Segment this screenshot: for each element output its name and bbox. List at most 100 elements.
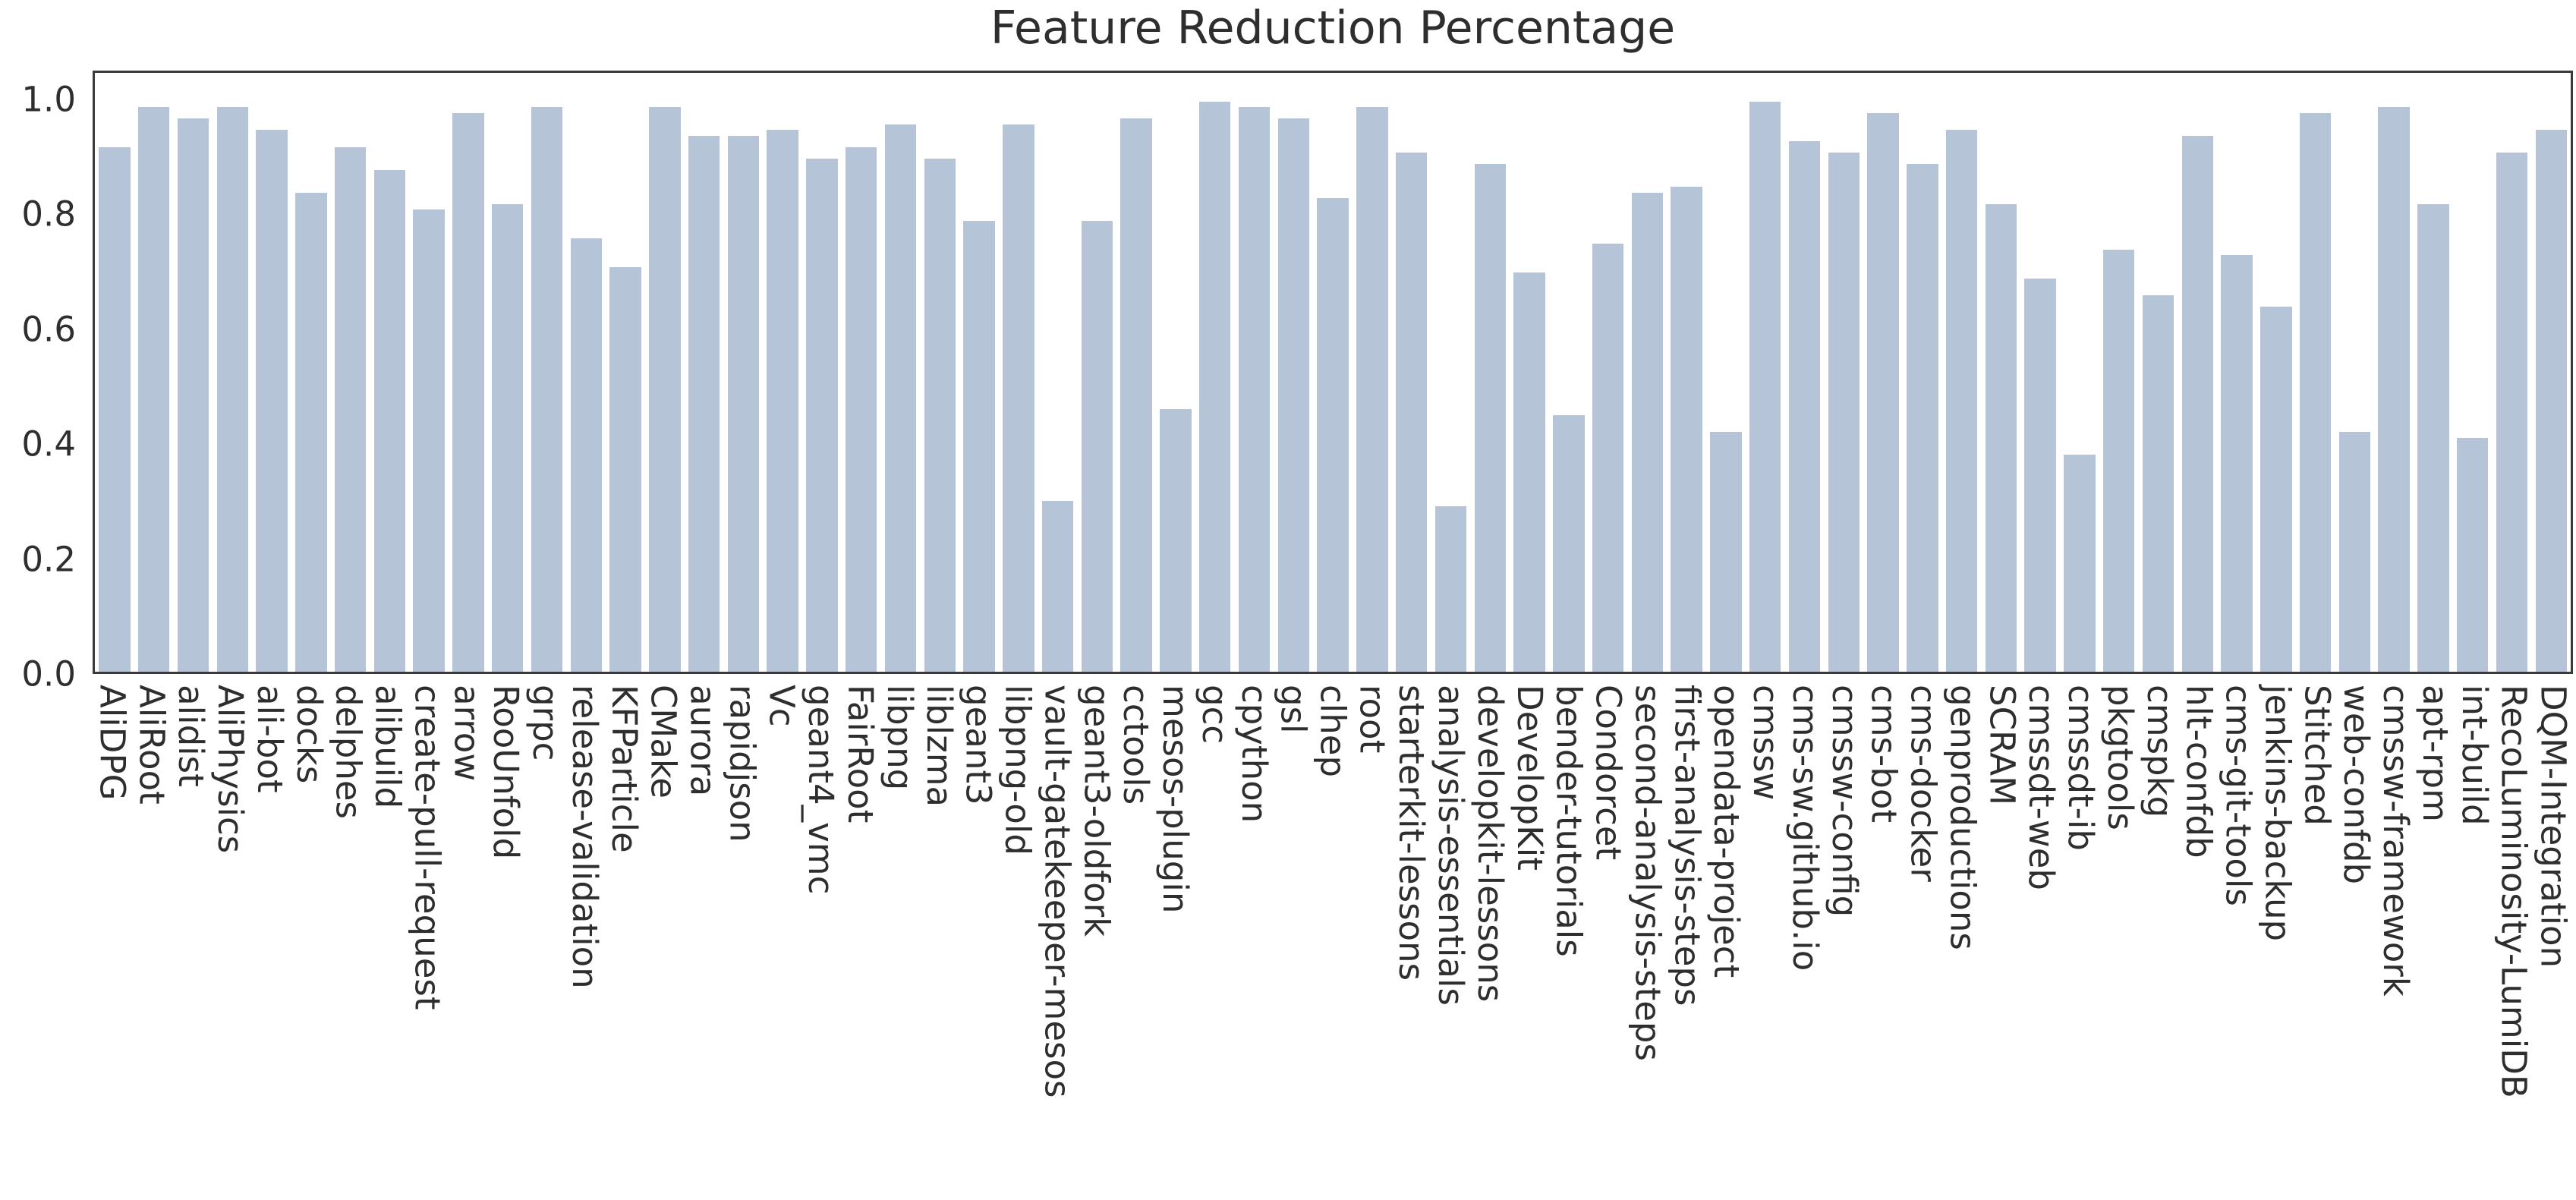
x-tick-label-cmssdt-web: cmssdt-web bbox=[2021, 685, 2062, 890]
bar-slot bbox=[2139, 73, 2178, 672]
bar-cms-git-tools bbox=[2221, 255, 2253, 672]
x-tick-label-cms-docker: cms-docker bbox=[1903, 685, 1944, 882]
bar-slot bbox=[291, 73, 331, 672]
x-tick-label-FairRoot: FairRoot bbox=[840, 685, 881, 824]
bar-developkit-lessons bbox=[1474, 164, 1506, 672]
bar-slot bbox=[409, 73, 449, 672]
x-tick-label-starterkit-lessons: starterkit-lessons bbox=[1391, 685, 1432, 981]
bar-grpc bbox=[531, 107, 563, 672]
bar-cpython bbox=[1238, 107, 1271, 672]
chart-title: Feature Reduction Percentage bbox=[990, 2, 1676, 55]
x-tick-label-alidist: alidist bbox=[171, 685, 212, 787]
x-tick-label-aurora: aurora bbox=[682, 685, 723, 797]
bar-slot bbox=[2414, 73, 2453, 672]
bar-slot bbox=[1903, 73, 1942, 672]
bar-slot bbox=[606, 73, 645, 672]
x-tick-label-grpc: grpc bbox=[525, 685, 566, 761]
x-tick-label-geant3: geant3 bbox=[958, 685, 999, 805]
x-tick-label-cmspkg: cmspkg bbox=[2139, 685, 2180, 818]
bar-cmssdt-ib bbox=[2064, 455, 2096, 672]
bar-geant3 bbox=[963, 221, 995, 672]
bar-apt-rpm bbox=[2417, 203, 2449, 672]
bar-second-analysis-steps bbox=[1631, 192, 1664, 672]
bar-slot bbox=[527, 73, 567, 672]
x-tick-label-pkgtools: pkgtools bbox=[2099, 685, 2140, 830]
x-tick-label-developkit-lessons: developkit-lessons bbox=[1469, 685, 1510, 1003]
bar-gsl bbox=[1277, 118, 1310, 672]
bar-cmssw bbox=[1749, 101, 1781, 672]
x-tick-label-SCRAM: SCRAM bbox=[1982, 685, 2023, 806]
bar-geant3-oldfork bbox=[1081, 221, 1113, 672]
x-tick-label-genproductions: genproductions bbox=[1942, 685, 1983, 950]
bar-slot bbox=[1470, 73, 1510, 672]
bar-slot bbox=[566, 73, 606, 672]
bar-slot bbox=[1235, 73, 1274, 672]
x-tick-label-first-analysis-steps: first-analysis-steps bbox=[1667, 685, 1708, 1006]
bar-cctools bbox=[1120, 118, 1152, 672]
x-tick-label-create-pull-request: create-pull-request bbox=[407, 685, 448, 1010]
bar-slot bbox=[1982, 73, 2021, 672]
bar-alidist bbox=[177, 118, 209, 672]
x-tick-label-int-build: int-build bbox=[2454, 685, 2495, 826]
bar-slot bbox=[2453, 73, 2493, 672]
bar-Condorcet bbox=[1592, 244, 1624, 672]
x-tick-label-hlt-confdb: hlt-confdb bbox=[2178, 685, 2219, 858]
x-tick-label-cmssw: cmssw bbox=[1746, 685, 1787, 801]
bar-int-build bbox=[2457, 437, 2489, 672]
bar-create-pull-request bbox=[413, 209, 445, 672]
bar-slot bbox=[763, 73, 802, 672]
x-tick-label-cmssdt-ib: cmssdt-ib bbox=[2061, 685, 2102, 851]
bar-rapidjson bbox=[727, 135, 760, 672]
bar-CMake bbox=[649, 107, 681, 672]
bar-KFParticle bbox=[609, 266, 641, 672]
bar-slot bbox=[1353, 73, 1392, 672]
bar-slot bbox=[645, 73, 685, 672]
bar-slot bbox=[95, 73, 134, 672]
bar-slot bbox=[2493, 73, 2532, 672]
x-tick-label-libpng-old: libpng-old bbox=[997, 685, 1038, 855]
x-tick-label-cms-git-tools: cms-git-tools bbox=[2218, 685, 2259, 906]
x-tick-label-apt-rpm: apt-rpm bbox=[2414, 685, 2455, 822]
bar-DevelopKit bbox=[1513, 272, 1545, 672]
bar-bender-tutorials bbox=[1553, 414, 1585, 672]
x-tick-label-mesos-plugin: mesos-plugin bbox=[1155, 685, 1195, 914]
bar-release-validation bbox=[570, 238, 602, 672]
bar-slot bbox=[2335, 73, 2375, 672]
x-tick-label-libpng: libpng bbox=[879, 685, 920, 791]
x-tick-label-release-validation: release-validation bbox=[564, 685, 605, 989]
x-tick-label-analysis-essentials: analysis-essentials bbox=[1431, 685, 1472, 1006]
x-tick-label-ali-bot: ali-bot bbox=[249, 685, 290, 793]
bar-slot bbox=[1510, 73, 1549, 672]
bar-opendata-project bbox=[1710, 432, 1742, 672]
bar-slot bbox=[1038, 73, 1078, 672]
y-tick-label: 0.8 bbox=[21, 194, 76, 235]
x-tick-label-geant4_vmc: geant4_vmc bbox=[801, 685, 842, 895]
x-tick-label-root: root bbox=[1352, 685, 1393, 754]
bar-delphes bbox=[334, 146, 367, 672]
bar-cms-docker bbox=[1907, 164, 1938, 672]
bar-slot bbox=[1431, 73, 1471, 672]
bar-slot bbox=[1078, 73, 1117, 672]
x-tick-label-AliDPG: AliDPG bbox=[92, 685, 133, 801]
bar-root bbox=[1356, 107, 1388, 672]
bar-slot bbox=[724, 73, 764, 672]
y-tick-label: 0.2 bbox=[21, 539, 76, 580]
bar-cmssw-framework bbox=[2378, 107, 2410, 672]
bar-slot bbox=[1942, 73, 1982, 672]
bar-slot bbox=[2217, 73, 2256, 672]
x-tick-label-rapidjson: rapidjson bbox=[722, 685, 763, 843]
x-tick-label-RooUnfold: RooUnfold bbox=[486, 685, 527, 860]
bar-gcc bbox=[1199, 101, 1231, 672]
bar-web-confdb bbox=[2338, 432, 2371, 672]
bar-slot bbox=[134, 73, 174, 672]
bar-slot bbox=[802, 73, 842, 672]
plot-area bbox=[93, 71, 2573, 674]
x-tick-label-opendata-project: opendata-project bbox=[1706, 685, 1747, 978]
x-tick-label-delphes: delphes bbox=[328, 685, 369, 819]
y-tick-label: 0.0 bbox=[21, 654, 76, 694]
bar-starterkit-lessons bbox=[1395, 153, 1428, 672]
bar-slot bbox=[488, 73, 527, 672]
bar-slot bbox=[331, 73, 370, 672]
bar-aurora bbox=[688, 135, 720, 672]
x-tick-label-bender-tutorials: bender-tutorials bbox=[1548, 685, 1589, 957]
